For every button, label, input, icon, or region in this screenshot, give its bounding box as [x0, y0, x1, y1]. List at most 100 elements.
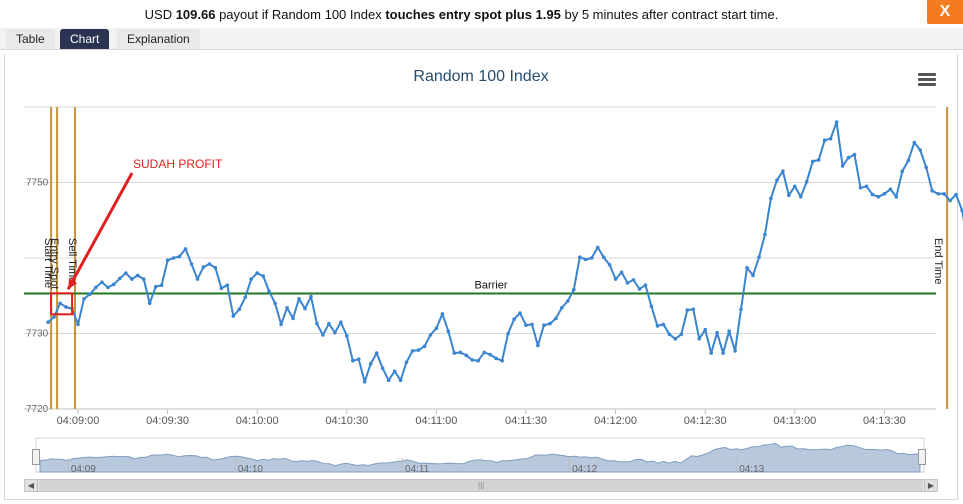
navigator-right-handle[interactable]: [918, 449, 926, 465]
time-marker-label: End Time: [932, 238, 944, 284]
price-point: [942, 192, 946, 196]
price-point: [315, 321, 319, 326]
price-point: [697, 337, 701, 341]
price-point: [601, 255, 606, 259]
price-point: [267, 289, 271, 294]
grip-icon: |||: [478, 481, 485, 490]
price-point: [613, 277, 618, 281]
time-marker-label: Start Time: [42, 238, 54, 288]
price-point: [88, 292, 92, 297]
price-point: [828, 136, 833, 141]
annotation-arrowhead: [68, 278, 78, 290]
price-point: [721, 351, 725, 355]
x-tick-label: 04:09:30: [146, 415, 189, 427]
price-point: [410, 349, 415, 353]
navigator-left-handle[interactable]: [32, 449, 40, 465]
price-point: [464, 353, 469, 358]
price-point: [572, 287, 576, 292]
price-point: [368, 361, 373, 366]
price-point: [643, 283, 648, 288]
price-point: [769, 196, 773, 201]
price-point: [757, 255, 761, 259]
price-point: [165, 258, 170, 263]
price-point: [339, 320, 343, 325]
price-point: [124, 271, 128, 275]
chart-menu-icon[interactable]: [918, 73, 936, 87]
price-point: [243, 295, 248, 300]
price-point: [362, 380, 367, 384]
price-point: [153, 284, 158, 289]
price-point: [404, 360, 409, 365]
y-tick-label: 7750: [26, 178, 49, 189]
price-point: [249, 277, 253, 281]
price-point: [46, 320, 50, 325]
price-point: [333, 330, 337, 335]
scrollbar-thumb[interactable]: |||: [39, 480, 923, 491]
price-point: [100, 280, 104, 285]
price-point: [512, 317, 516, 322]
price-point: [64, 305, 68, 309]
tab-explanation[interactable]: Explanation: [117, 29, 200, 49]
price-point: [195, 277, 200, 281]
price-point: [691, 307, 696, 312]
price-point: [918, 148, 922, 152]
price-point: [434, 326, 439, 331]
price-point: [536, 343, 540, 348]
price-point: [416, 348, 421, 352]
price-point: [183, 247, 188, 251]
price-point: [870, 192, 875, 197]
price-point: [655, 324, 660, 328]
scroll-left-arrow-icon[interactable]: ◀: [25, 480, 38, 491]
price-point: [727, 329, 731, 334]
price-point: [906, 158, 911, 163]
price-point: [130, 277, 134, 281]
x-tick-label: 04:09:00: [57, 415, 100, 427]
price-point: [888, 187, 893, 192]
price-point: [518, 311, 522, 315]
navigator-tick-label: 04:12: [572, 464, 597, 475]
tab-bar: Table Chart Explanation: [0, 28, 963, 50]
scroll-right-arrow-icon[interactable]: ▶: [924, 480, 937, 491]
price-point: [94, 285, 98, 290]
tab-chart[interactable]: Chart: [60, 29, 110, 49]
price-point: [76, 322, 80, 327]
x-tick-label: 04:10:30: [325, 415, 368, 427]
touch-condition: touches entry spot plus 1.95: [385, 7, 561, 22]
price-point: [303, 306, 307, 311]
tab-table[interactable]: Table: [6, 29, 55, 49]
navigator-scrollbar[interactable]: ◀ ||| ▶: [24, 479, 938, 492]
price-point: [954, 192, 958, 197]
x-tick-label: 04:11:30: [505, 415, 547, 427]
price-point: [82, 297, 86, 301]
price-point: [231, 314, 236, 318]
price-point: [548, 321, 552, 326]
price-point: [864, 184, 869, 189]
y-tick-label: 7730: [26, 329, 49, 340]
duration-text: by 5 minutes after contract start time.: [560, 7, 779, 22]
price-point: [894, 195, 899, 199]
price-point: [625, 281, 630, 285]
price-point: [386, 378, 391, 383]
navigator-tick-label: 04:13: [739, 464, 764, 475]
contract-header: USD 109.66 payout if Random 100 Index to…: [0, 0, 963, 28]
close-button[interactable]: X: [927, 0, 963, 24]
price-point: [745, 266, 749, 270]
price-point: [428, 333, 433, 337]
price-point: [709, 351, 713, 355]
x-tick-label: 04:12:30: [684, 415, 727, 427]
price-point: [542, 323, 546, 328]
price-point: [834, 120, 839, 124]
annotation-arrow-line: [66, 172, 134, 291]
price-point: [840, 164, 845, 168]
price-point: [207, 262, 212, 266]
price-point: [703, 327, 707, 332]
entry-highlight-box: [50, 292, 74, 316]
price-point: [799, 195, 803, 199]
price-point: [948, 198, 952, 203]
price-point: [846, 155, 851, 160]
price-point: [297, 297, 301, 301]
price-point: [566, 299, 570, 303]
time-marker-label: Sell Time: [66, 238, 78, 283]
price-point: [112, 282, 116, 287]
price-point: [374, 351, 379, 355]
